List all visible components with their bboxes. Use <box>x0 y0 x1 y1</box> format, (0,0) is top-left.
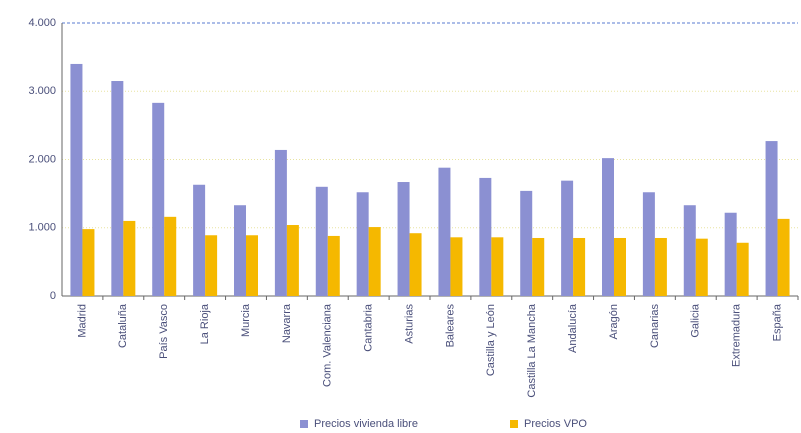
y-tick-label: 3.000 <box>28 85 56 97</box>
bar <box>315 186 328 296</box>
bar <box>520 190 533 296</box>
x-tick-label: Baleares <box>444 304 456 348</box>
bar <box>205 235 218 296</box>
bar <box>274 149 287 296</box>
legend-swatch <box>510 420 518 428</box>
bar <box>111 81 124 296</box>
bar <box>573 237 586 296</box>
x-tick-label: Com. Valenciana <box>322 303 334 387</box>
bar <box>491 237 504 296</box>
x-tick-label: Andalucía <box>567 303 579 353</box>
bar <box>193 184 206 296</box>
x-tick-label: Murcia <box>240 303 252 337</box>
x-tick-label: Asturias <box>403 304 415 344</box>
bar <box>356 192 369 296</box>
x-tick-label: Canarias <box>649 304 661 349</box>
legend-label: Precios vivienda libre <box>314 418 418 430</box>
x-tick-label: Cantabria <box>363 303 375 352</box>
x-tick-label: Extremadura <box>731 303 743 367</box>
bar <box>152 102 165 296</box>
bar <box>765 141 778 296</box>
bar <box>368 227 381 296</box>
bar <box>82 229 95 296</box>
bar <box>777 218 790 296</box>
bar <box>246 235 258 296</box>
x-tick-label: País Vasco <box>158 304 170 359</box>
bar <box>724 212 737 296</box>
x-tick-label: Castilla La Mancha <box>526 303 538 397</box>
legend-swatch <box>300 420 308 428</box>
x-tick-label: La Rioja <box>199 303 211 344</box>
bar <box>450 237 463 296</box>
x-tick-label: Castilla y León <box>485 304 497 376</box>
y-tick-label: 0 <box>50 290 56 302</box>
bar <box>683 205 696 296</box>
bar <box>409 233 422 296</box>
bar <box>479 177 492 296</box>
x-tick-label: Cataluña <box>117 303 129 348</box>
bar <box>695 238 708 296</box>
x-tick-label: Aragón <box>608 304 620 339</box>
y-tick-label: 4.000 <box>28 17 56 29</box>
bar <box>286 225 299 296</box>
bar <box>642 192 655 296</box>
bar <box>234 205 246 296</box>
bar <box>561 180 574 296</box>
bar <box>532 237 545 296</box>
bar <box>602 158 614 296</box>
bar <box>654 237 667 296</box>
x-tick-label: Madrid <box>76 304 88 338</box>
x-tick-label: Galicia <box>690 303 702 338</box>
bar <box>164 216 177 296</box>
x-tick-label: España <box>771 303 783 341</box>
bar <box>70 63 83 297</box>
legend-label: Precios VPO <box>524 418 587 430</box>
bar <box>614 237 626 296</box>
bar <box>736 242 749 296</box>
y-tick-label: 1.000 <box>28 222 56 234</box>
x-tick-label: Navarra <box>281 303 293 343</box>
bar <box>438 167 451 296</box>
bar <box>123 220 136 296</box>
bar <box>327 235 340 296</box>
y-tick-label: 2.000 <box>28 153 56 165</box>
bar <box>397 182 410 296</box>
